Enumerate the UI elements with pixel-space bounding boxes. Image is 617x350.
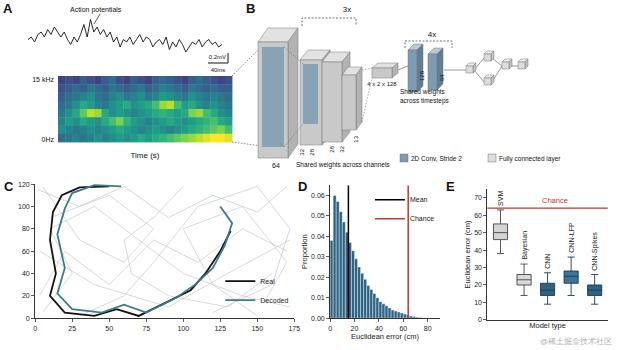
- svg-text:28: 28: [309, 148, 315, 155]
- svg-text:20: 20: [22, 292, 30, 299]
- svg-text:Decoded: Decoded: [260, 297, 288, 304]
- svg-text:80: 80: [424, 325, 432, 332]
- svg-text:0.2mV: 0.2mV: [209, 54, 226, 60]
- svg-text:Model type: Model type: [529, 321, 566, 330]
- svg-text:SVM: SVM: [497, 191, 504, 206]
- svg-text:60: 60: [399, 325, 407, 332]
- svg-text:40: 40: [22, 270, 30, 277]
- svg-text:10: 10: [474, 299, 482, 306]
- svg-text:Shared weights: Shared weights: [400, 88, 446, 96]
- svg-text:Fully connected layer: Fully connected layer: [499, 155, 561, 163]
- svg-text:0.03: 0.03: [311, 253, 325, 260]
- svg-text:B: B: [246, 1, 255, 16]
- svg-text:Chance: Chance: [542, 196, 568, 205]
- svg-text:75: 75: [142, 325, 150, 332]
- svg-text:Real: Real: [260, 278, 275, 285]
- svg-text:Chance: Chance: [410, 215, 434, 222]
- svg-text:40: 40: [375, 325, 383, 332]
- svg-text:25: 25: [68, 325, 76, 332]
- svg-text:32: 32: [339, 145, 345, 152]
- svg-text:15 kHz: 15 kHz: [32, 76, 54, 83]
- svg-text:2D Conv, Stride 2: 2D Conv, Stride 2: [411, 155, 462, 162]
- svg-text:40: 40: [474, 247, 482, 254]
- svg-text:Mean: Mean: [410, 196, 428, 203]
- svg-text:0.04: 0.04: [311, 233, 325, 240]
- svg-text:0.00: 0.00: [311, 315, 325, 322]
- svg-text:Bayesian: Bayesian: [521, 231, 529, 260]
- svg-text:50: 50: [474, 229, 482, 236]
- svg-text:64: 64: [439, 74, 445, 81]
- svg-text:4x: 4x: [428, 30, 436, 39]
- svg-text:13: 13: [353, 135, 359, 142]
- svg-text:CNN: CNN: [544, 254, 551, 269]
- svg-text:100: 100: [18, 203, 30, 210]
- svg-text:Shared weights across channels: Shared weights across channels: [296, 161, 390, 169]
- svg-text:20: 20: [351, 325, 359, 332]
- svg-text:175: 175: [288, 325, 300, 332]
- svg-text:D: D: [298, 179, 307, 194]
- svg-text:120: 120: [18, 181, 30, 188]
- svg-text:70: 70: [474, 194, 482, 201]
- svg-text:28: 28: [329, 145, 335, 152]
- svg-text:CNN-LFP: CNN-LFP: [568, 222, 575, 253]
- svg-text:30: 30: [474, 264, 482, 271]
- svg-text:32: 32: [299, 148, 305, 155]
- svg-text:C: C: [4, 179, 14, 194]
- svg-text:60: 60: [22, 248, 30, 255]
- svg-text:across timesteps: across timesteps: [400, 97, 450, 105]
- svg-text:0.05: 0.05: [311, 212, 325, 219]
- svg-text:60: 60: [474, 212, 482, 219]
- svg-text:E: E: [446, 179, 455, 194]
- svg-text:CNN-Spikes: CNN-Spikes: [591, 232, 599, 271]
- svg-text:125: 125: [214, 325, 226, 332]
- svg-text:0: 0: [33, 325, 37, 332]
- svg-text:150: 150: [251, 325, 263, 332]
- svg-text:50: 50: [105, 325, 113, 332]
- svg-text:4 x 2 x 128: 4 x 2 x 128: [367, 81, 397, 87]
- svg-text:Proportion: Proportion: [300, 234, 309, 269]
- svg-text:40ms: 40ms: [211, 67, 226, 73]
- svg-text:0Hz: 0Hz: [42, 136, 55, 143]
- svg-text:@稀土掘金技术社区: @稀土掘金技术社区: [540, 337, 612, 346]
- svg-text:128: 128: [419, 70, 425, 81]
- svg-text:Time (s): Time (s): [130, 151, 159, 160]
- svg-text:20: 20: [474, 281, 482, 288]
- svg-text:Euclidean error (cm): Euclidean error (cm): [463, 220, 472, 288]
- svg-text:0: 0: [26, 315, 30, 322]
- svg-text:3x: 3x: [343, 5, 351, 14]
- svg-text:A: A: [3, 1, 13, 16]
- svg-text:80: 80: [22, 225, 30, 232]
- svg-text:0.02: 0.02: [311, 274, 325, 281]
- svg-text:0.01: 0.01: [311, 294, 325, 301]
- svg-text:100: 100: [177, 325, 189, 332]
- svg-text:64: 64: [272, 162, 280, 169]
- svg-text:Euclidean error (cm): Euclidean error (cm): [351, 332, 419, 341]
- svg-text:0.06: 0.06: [311, 192, 325, 199]
- svg-text:Action potentials: Action potentials: [70, 6, 122, 14]
- svg-text:0: 0: [328, 325, 332, 332]
- svg-text:0: 0: [478, 316, 482, 323]
